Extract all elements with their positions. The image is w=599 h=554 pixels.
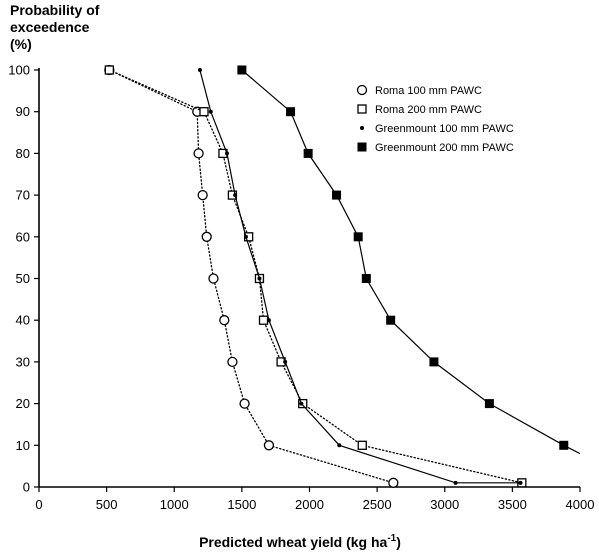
point-marker [518,480,523,485]
point-marker [357,142,367,152]
point-marker [429,357,439,367]
point-marker [356,84,368,96]
y-tick-label: 40 [16,313,30,328]
point-marker [357,440,367,450]
point-marker [357,104,367,114]
y-tick-label: 20 [16,396,30,411]
point-marker [219,315,230,326]
point-marker [266,318,271,323]
point-marker [199,107,209,117]
legend-label: Roma 200 mm PAWC [375,104,482,116]
y-tick-label: 10 [16,438,30,453]
point-marker [263,440,275,451]
x-tick-label: 2500 [363,497,392,512]
y-tick-label: 90 [16,104,30,119]
point-marker [258,315,269,325]
point-marker [337,443,342,448]
point-marker [201,231,212,242]
point-marker [332,190,342,200]
point-marker [299,401,304,406]
point-marker [197,189,208,201]
point-marker [283,359,288,364]
point-marker [559,440,569,450]
x-tick-label: 500 [96,497,118,512]
series-line [108,69,395,484]
point-marker [353,232,363,242]
y-tick-label: 100 [8,63,30,78]
x-tick-label: 2000 [295,497,324,512]
y-axis-title-line: exceedence [10,19,90,35]
y-tick-label: 50 [16,271,30,286]
point-marker [208,273,219,284]
y-tick-label: 30 [16,354,30,369]
series-4 [237,65,581,455]
y-tick-label: 70 [16,188,30,203]
series-layer [104,64,581,488]
series-line [199,69,521,484]
x-axis-title: Predicted wheat yield (kg ha-1) [199,533,401,550]
point-marker [303,148,313,158]
point-marker [237,65,247,75]
x-tick-label: 1500 [227,497,256,512]
point-marker [233,193,238,198]
x-tick-label: 0 [35,497,42,512]
y-tick-label: 80 [16,146,30,161]
legend-label: Greenmount 100 mm PAWC [375,123,514,135]
y-axis-title-line: Probability of [10,2,100,18]
point-marker [197,68,202,72]
x-tick-label: 4000 [566,497,595,512]
series-line [108,69,523,484]
legend-item: Roma 200 mm PAWC [357,104,482,116]
point-marker [388,477,399,488]
y-tick-label: 60 [16,229,30,244]
axes: 0 500 1000 1500 2000 2500 3000 3500 4000 0 10 20 30 4… [8,63,594,513]
legend-label: Roma 100 mm PAWC [375,85,482,97]
point-marker [286,107,296,117]
point-marker [227,356,238,368]
series-3 [197,68,523,485]
series-1 [104,64,399,488]
y-tick-label: 0 [23,480,30,495]
legend-item: Greenmount 100 mm PAWC [360,123,514,135]
y-axis-title-line: (%) [10,36,32,52]
point-marker [193,148,204,159]
point-marker [104,65,114,75]
x-tick-label: 1000 [160,497,189,512]
point-marker [386,315,396,325]
x-tick-label: 3500 [498,497,527,512]
x-tick-label: 3000 [430,497,459,512]
point-marker [360,126,364,130]
point-marker [484,399,494,409]
legend-item: Greenmount 200 mm PAWC [357,142,514,154]
point-marker [208,109,213,114]
point-marker [224,151,229,156]
point-marker [257,276,262,281]
point-marker [361,274,371,283]
legend: Roma 100 mm PAWC Roma 200 mm PAWC Greenmou… [356,84,514,154]
point-marker [239,398,250,409]
point-marker [453,480,458,485]
legend-item: Roma 100 mm PAWC [356,84,482,97]
legend-label: Greenmount 200 mm PAWC [375,142,514,154]
point-marker [243,234,248,239]
